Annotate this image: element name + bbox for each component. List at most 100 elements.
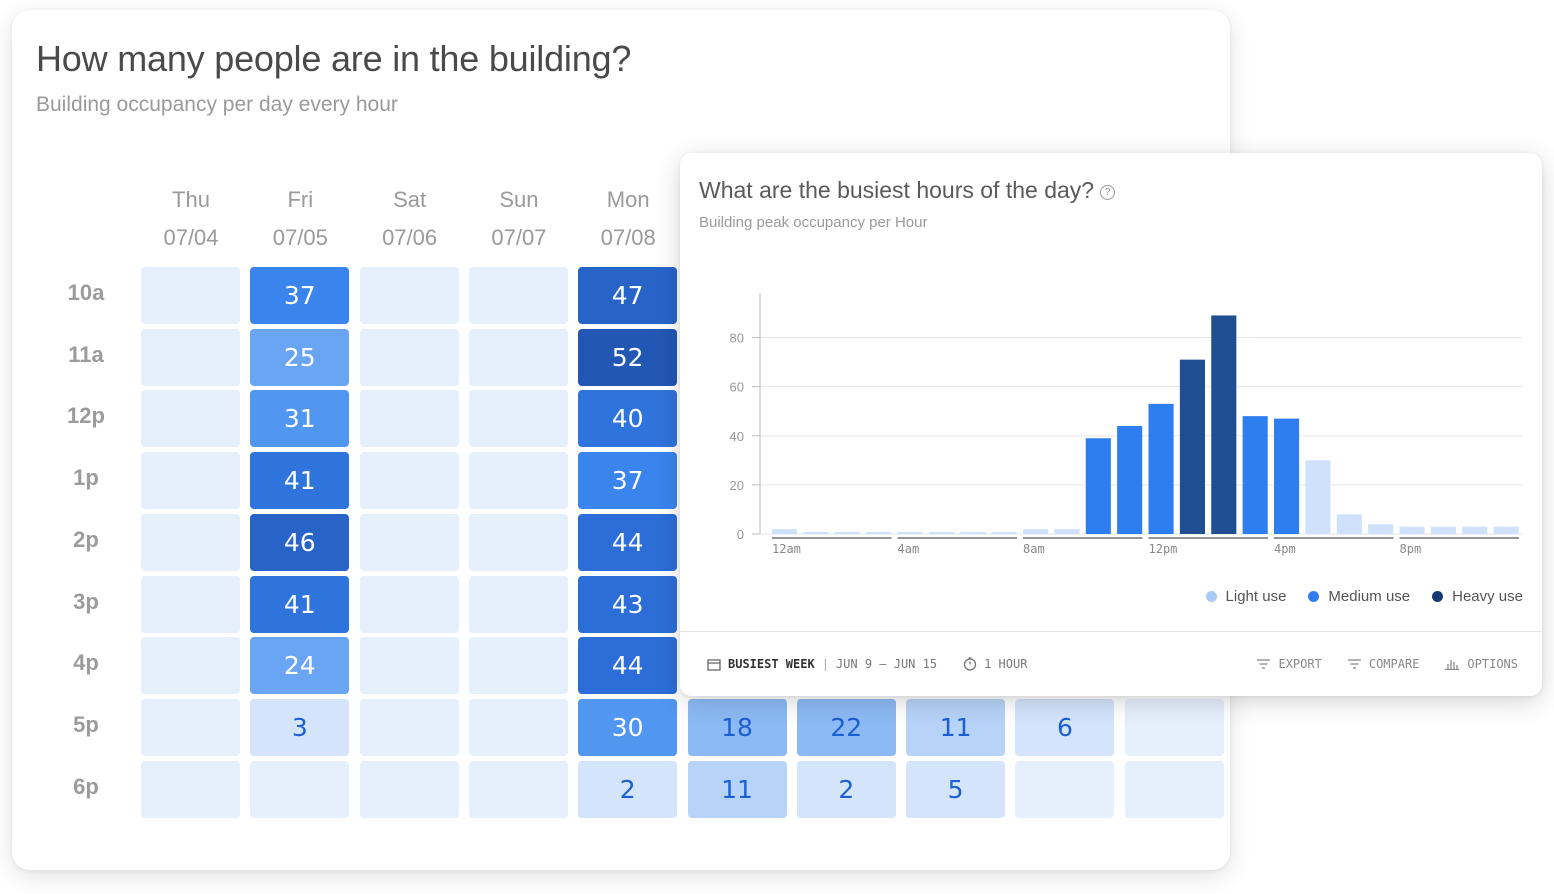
chart-bar (1117, 425, 1143, 534)
heatmap-cell[interactable] (141, 698, 240, 756)
heatmap-cell[interactable] (141, 328, 240, 386)
day-name: Thu (172, 187, 210, 212)
heatmap-cell[interactable]: 37 (250, 267, 350, 324)
heatmap-cell[interactable]: 30 (578, 698, 678, 756)
chart-bar (1148, 403, 1174, 534)
heatmap-cell[interactable]: 22 (796, 698, 896, 756)
heatmap-cell[interactable] (359, 575, 459, 633)
heatmap-cell[interactable]: 41 (250, 575, 350, 633)
heatmap-cell[interactable] (359, 513, 459, 571)
period-range: JUN 9 – JUN 15 (835, 657, 938, 671)
chart-bar (803, 532, 829, 534)
day-date: 07/07 (491, 225, 547, 250)
heatmap-cell[interactable] (250, 760, 350, 818)
heatmap-cell[interactable] (359, 760, 459, 818)
heatmap-cell[interactable] (359, 698, 459, 756)
heatmap-cell[interactable] (468, 452, 568, 510)
heatmap-cell[interactable]: 46 (250, 513, 350, 571)
chart-bar (991, 532, 1017, 534)
heatmap-cell[interactable] (468, 390, 568, 448)
heatmap-cell[interactable] (359, 328, 459, 386)
period-selector[interactable]: BUSIEST WEEK | JUN 9 – JUN 15 1 HOUR (707, 657, 1027, 671)
heatmap-cell[interactable]: 3 (250, 698, 350, 756)
bar-chart-icon (1445, 660, 1460, 670)
heatmap-cell[interactable] (468, 760, 568, 818)
hour-label: 4p (73, 650, 99, 676)
heatmap-cell[interactable] (141, 390, 240, 448)
heatmap-cell[interactable]: 25 (250, 328, 350, 386)
heatmap-cell[interactable] (468, 698, 568, 756)
heatmap-cell[interactable] (1124, 760, 1224, 818)
heatmap-subtitle: Building occupancy per day every hour (36, 93, 398, 116)
heatmap-cell[interactable]: 40 (578, 390, 678, 448)
chart-bar (1242, 416, 1268, 534)
heatmap-cell[interactable] (1015, 760, 1115, 818)
chart-legend: Light use Medium use Heavy use (1205, 588, 1523, 605)
legend-dot-heavy (1432, 591, 1444, 602)
options-label: OPTIONS (1467, 657, 1518, 671)
heatmap-cell[interactable]: 37 (578, 452, 678, 510)
compare-button[interactable]: COMPARE (1347, 657, 1420, 671)
heatmap-cell[interactable] (359, 390, 459, 448)
busiest-hours-subtitle: Building peak occupancy per Hour (699, 214, 928, 231)
chart-bar (1054, 529, 1080, 534)
chart-bar (1023, 529, 1049, 534)
interval-label[interactable]: 1 HOUR (984, 657, 1028, 671)
day-name: Sat (393, 187, 427, 212)
heatmap-cell[interactable]: 47 (578, 267, 678, 324)
hour-label: 5p (73, 711, 99, 737)
chart-bar (1211, 315, 1237, 534)
heatmap-cell[interactable]: 41 (250, 452, 350, 510)
heatmap-cell[interactable]: 11 (906, 698, 1006, 756)
heatmap-title: How many people are in the building? (36, 38, 632, 79)
heatmap-cell[interactable]: 44 (578, 637, 678, 695)
export-button[interactable]: EXPORT (1257, 657, 1322, 671)
hour-label: 10a (67, 280, 105, 305)
heatmap-cell[interactable]: 24 (250, 637, 350, 695)
heatmap-cell[interactable] (141, 452, 240, 510)
heatmap-cell[interactable] (1124, 698, 1224, 756)
busiest-hours-title-text: What are the busiest hours of the day? (699, 177, 1095, 203)
heatmap-cell[interactable] (468, 637, 568, 695)
options-button[interactable]: OPTIONS (1445, 657, 1518, 671)
filter-lines-icon (1257, 659, 1271, 669)
heatmap-cell[interactable]: 31 (250, 390, 350, 448)
legend-item-heavy[interactable]: Heavy use (1432, 588, 1523, 605)
heatmap-cell[interactable]: 52 (578, 328, 678, 386)
heatmap-cell[interactable]: 5 (906, 760, 1006, 818)
heatmap-cell[interactable] (359, 452, 459, 510)
heatmap-cell[interactable] (468, 328, 568, 386)
heatmap-cell[interactable] (141, 760, 240, 818)
heatmap-cell[interactable]: 18 (687, 698, 787, 756)
compare-label: COMPARE (1368, 657, 1420, 671)
heatmap-cell[interactable] (141, 637, 240, 695)
y-tick-label: 0 (737, 527, 744, 542)
heatmap-cell[interactable] (141, 513, 240, 571)
day-header: Fri 07/05 (250, 181, 350, 257)
calendar-icon (707, 658, 721, 671)
heatmap-cell[interactable] (141, 575, 240, 633)
chart-bar (1430, 526, 1456, 534)
heatmap-cell[interactable] (468, 575, 568, 633)
heatmap-cell[interactable]: 2 (796, 760, 896, 818)
heatmap-cell[interactable] (141, 267, 240, 324)
heatmap-cell[interactable] (359, 637, 459, 695)
heatmap-cell[interactable] (359, 267, 459, 324)
heatmap-cell[interactable] (468, 513, 568, 571)
filter-lines-icon (1347, 659, 1361, 669)
heatmap-cell[interactable]: 6 (1015, 698, 1115, 756)
heatmap-cell[interactable]: 43 (578, 575, 678, 633)
legend-item-medium[interactable]: Medium use (1308, 588, 1410, 605)
chart-bar (1179, 359, 1205, 534)
x-tick-label: 8am (1023, 542, 1045, 556)
day-date: 07/05 (272, 225, 328, 250)
chart-bar (1336, 514, 1362, 534)
heatmap-cell[interactable]: 2 (578, 760, 678, 818)
help-icon[interactable]: ? (1100, 185, 1116, 200)
y-tick-label: 40 (730, 429, 744, 444)
heatmap-cell[interactable] (468, 267, 568, 324)
heatmap-cell[interactable]: 44 (578, 513, 678, 571)
heatmap-cell[interactable]: 11 (687, 760, 787, 818)
hour-label: 3p (73, 588, 99, 614)
legend-item-light[interactable]: Light use (1205, 588, 1286, 605)
